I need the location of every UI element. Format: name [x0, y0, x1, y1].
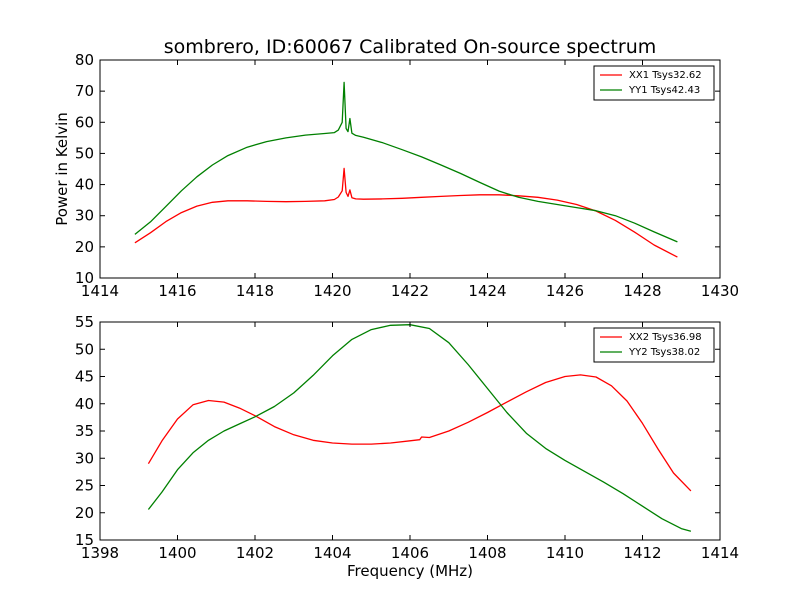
top-x-tick-label: 1414 [81, 282, 119, 300]
legend-label-yy2: YY2 Tsys38.02 [628, 347, 700, 358]
bot-y-tick-label: 25 [75, 477, 94, 495]
bot-x-tick-label: 1400 [158, 544, 196, 562]
bot-y-tick-label: 40 [75, 395, 94, 413]
bot-x-tick-label: 1412 [623, 544, 661, 562]
top-legend: XX1 Tsys32.62 YY1 Tsys42.43 [593, 65, 715, 101]
bot-y-tick-label: 50 [75, 340, 94, 358]
bot-y-tick-label: 35 [75, 422, 94, 440]
legend-label-yy1: YY1 Tsys42.43 [628, 85, 700, 96]
top-x-tick-label: 1428 [623, 282, 661, 300]
bot-x-tick-label: 1406 [391, 544, 429, 562]
bot-x-tick-label: 1414 [701, 544, 739, 562]
legend-label-xx1: XX1 Tsys32.62 [629, 70, 702, 81]
top-x-tick-label: 1424 [468, 282, 506, 300]
bottom-legend-box [593, 327, 715, 363]
series-line-xx2 [147, 374, 692, 492]
bottom-x-axis-label: Frequency (MHz) [347, 562, 473, 580]
series-line-yy1 [134, 81, 678, 243]
top-x-tick-label: 1420 [313, 282, 351, 300]
top-x-tick-label: 1430 [701, 282, 739, 300]
series-line-xx1 [134, 167, 678, 258]
bot-y-tick-label: 45 [75, 368, 94, 386]
top-legend-box [593, 65, 715, 101]
bot-y-tick-label: 20 [75, 504, 94, 522]
bottom-legend: XX2 Tsys36.98 YY2 Tsys38.02 [593, 327, 715, 363]
bot-x-tick-label: 1398 [81, 544, 119, 562]
bot-y-tick-label: 55 [75, 313, 94, 331]
chart-title: sombrero, ID:60067 Calibrated On-source … [164, 36, 657, 58]
top-y-tick-label: 80 [75, 51, 94, 69]
top-y-tick-label: 60 [75, 113, 94, 131]
top-panel: 1414 1416 1418 1420 1422 1424 1426 1428 1430 10 20… [53, 51, 739, 300]
top-y-tick-label: 40 [75, 176, 94, 194]
top-x-tick-label: 1418 [236, 282, 274, 300]
top-y-tick-label: 20 [75, 238, 94, 256]
top-y-tick-label: 50 [75, 144, 94, 162]
bot-y-tick-label: 30 [75, 449, 94, 467]
top-x-tick-label: 1416 [158, 282, 196, 300]
bot-x-tick-label: 1408 [468, 544, 506, 562]
top-y-axis-label: Power in Kelvin [53, 112, 71, 226]
bot-x-tick-label: 1402 [236, 544, 274, 562]
bot-x-tick-label: 1410 [546, 544, 584, 562]
top-x-tick-label: 1422 [391, 282, 429, 300]
bot-x-tick-label: 1404 [313, 544, 351, 562]
top-y-tick-label: 30 [75, 207, 94, 225]
top-y-tick-label: 10 [75, 269, 94, 287]
top-y-tick-label: 70 [75, 82, 94, 100]
top-x-tick-label: 1426 [546, 282, 584, 300]
legend-label-xx2: XX2 Tsys36.98 [629, 332, 702, 343]
bot-y-tick-label: 15 [75, 531, 94, 549]
bottom-panel: 1398 1400 1402 1404 1406 1408 1410 1412 1414 15 20… [75, 313, 739, 580]
